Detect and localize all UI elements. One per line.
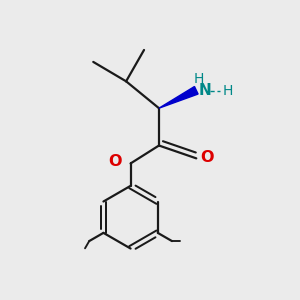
Text: H: H [223,85,233,98]
Polygon shape [159,86,198,108]
Text: O: O [200,150,214,165]
Text: H: H [194,72,205,86]
Text: O: O [108,154,122,169]
Text: N: N [199,83,212,98]
